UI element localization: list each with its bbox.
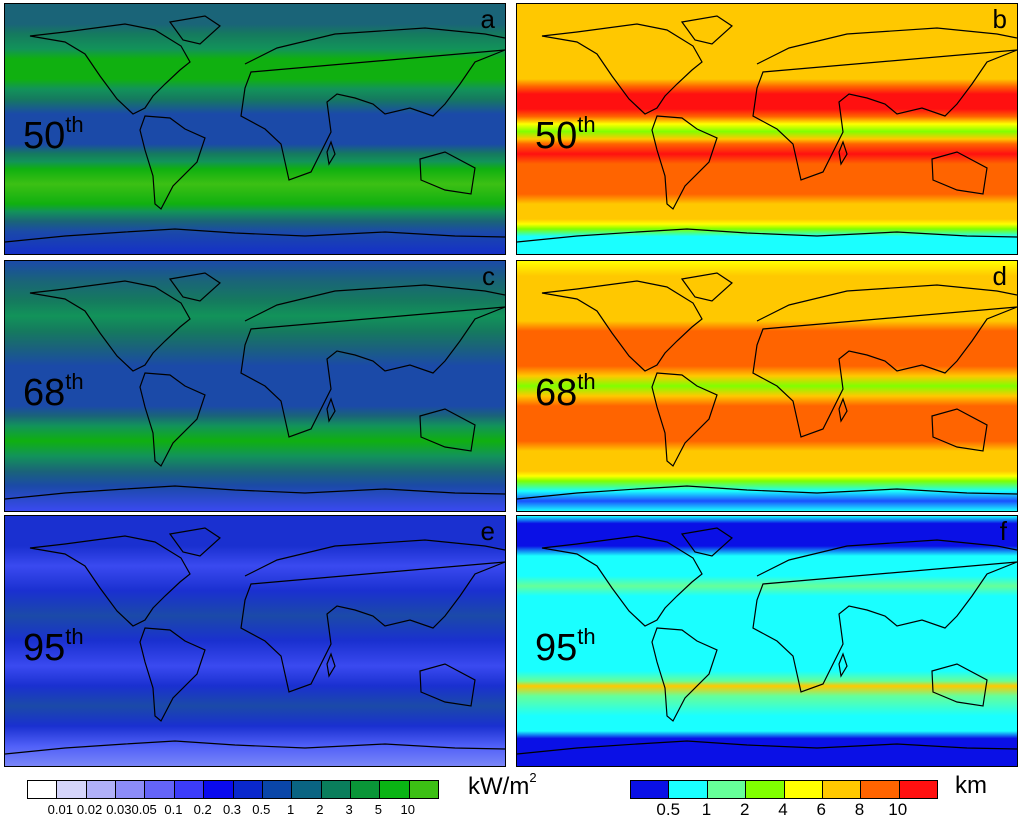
coastline-outline (5, 15, 505, 243)
colorbar-tick-label: 0.03 (106, 802, 132, 817)
percentile-label: 68th (23, 369, 84, 414)
colorbar-tick-label: 0.5 (656, 800, 681, 819)
map-panel-d: d 68th (516, 260, 1018, 512)
colorbar-swatch (409, 781, 439, 798)
colorbar-swatch (262, 781, 293, 798)
colorbar-swatch (204, 781, 234, 798)
map-panel-a: a 50th (4, 3, 506, 255)
colorbar-swatch (116, 781, 146, 798)
colorbar-swatch (174, 781, 205, 798)
colorbar-swatch (861, 781, 900, 798)
coastline-outline (517, 527, 1017, 755)
colorbar-swatch (746, 781, 785, 798)
coastline-outline (517, 272, 1017, 500)
colorbar-swatch (380, 781, 410, 798)
colorbar-tick-label: 0.5 (252, 802, 271, 817)
colorbar-swatch (707, 781, 747, 798)
colorbar-power (27, 780, 439, 799)
panel-letter: e (480, 516, 495, 546)
percentile-label: 68th (535, 369, 596, 414)
panel-letter: f (999, 516, 1007, 546)
map-panel-f: f 95th (516, 515, 1018, 767)
colorbar-tick-label: 5 (374, 802, 383, 817)
colorbar-swatch (57, 781, 87, 798)
coastline-outline (5, 272, 505, 500)
colorbar-tick-label: 0.2 (193, 802, 212, 817)
colorbar-tick-label: 2 (740, 800, 750, 819)
colorbar-tick-label: 0.3 (222, 802, 242, 817)
colorbar-height (630, 780, 938, 799)
percentile-label: 95th (23, 624, 84, 669)
colorbar-swatch (822, 781, 862, 798)
colorbar-tick-label: 10 (400, 802, 415, 817)
panel-letter: a (480, 4, 495, 34)
colorbar-tick-label: 4 (778, 800, 788, 819)
map-panel-b: b 50th (516, 3, 1018, 255)
panel-letter: b (992, 4, 1007, 34)
colorbar-swatch (86, 781, 117, 798)
colorbar-swatch (784, 781, 823, 798)
percentile-label: 50th (23, 112, 84, 157)
percentile-label: 95th (535, 624, 596, 669)
map-panel-c: c 68th (4, 260, 506, 512)
colorbar-height-unit: km (955, 772, 987, 799)
colorbar-swatch (899, 781, 937, 798)
colorbar-tick-label: 8 (854, 800, 865, 819)
colorbar-tick-label: 1 (286, 802, 295, 817)
colorbar-power-unit: kW/m2 (468, 770, 537, 800)
coastline-outline (517, 15, 1017, 243)
colorbar-swatch (145, 781, 175, 798)
colorbar-swatch (350, 781, 381, 798)
colorbar-tick-label: 2 (316, 802, 324, 817)
colorbar-tick-label: 3 (345, 802, 353, 817)
colorbar-swatch (321, 781, 351, 798)
colorbar-tick-label: 0.1 (164, 802, 183, 817)
colorbar-tick-label: 0.05 (131, 802, 157, 817)
colorbar-tick-label: 1 (701, 800, 712, 819)
colorbar-tick-label: 0.01 (47, 802, 73, 817)
colorbar-tick-label: 0.02 (76, 802, 103, 817)
colorbar-swatch (631, 781, 670, 798)
colorbar-swatch (233, 781, 263, 798)
map-panel-e: e 95th (4, 515, 506, 767)
panel-letter: c (482, 261, 495, 291)
coastline-outline (5, 527, 505, 755)
colorbar-swatch (292, 781, 322, 798)
colorbar-tick-label: 10 (888, 800, 908, 819)
colorbar-swatch (28, 781, 58, 798)
percentile-label: 50th (535, 112, 596, 157)
colorbar-tick-label: 6 (816, 800, 826, 819)
colorbar-swatch (669, 781, 708, 798)
panel-letter: d (992, 261, 1007, 291)
